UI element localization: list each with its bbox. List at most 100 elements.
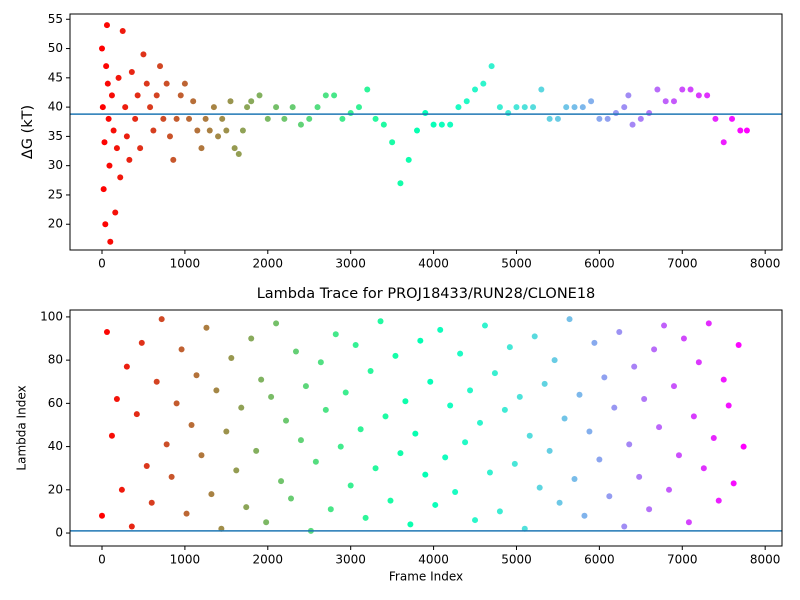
point [119,27,126,34]
y-tick-label: 0 [55,526,63,540]
point [357,426,364,433]
point [407,521,414,528]
point [208,491,215,498]
point [98,512,105,519]
point [322,92,329,99]
point [98,45,105,52]
point [611,404,618,411]
point [188,421,195,428]
point [103,63,110,70]
point [670,98,677,105]
point [447,121,454,128]
point [190,98,197,105]
point [213,387,220,394]
point [554,115,561,122]
point [215,133,222,140]
point [143,80,150,87]
point [581,512,588,519]
x-axis-label: Frame Index [389,570,463,584]
point [317,359,324,366]
point [526,432,533,439]
point [588,98,595,105]
point [157,63,164,70]
point [103,22,110,29]
x-tick-label: 5000 [501,553,532,567]
point [107,238,114,245]
point [112,209,119,216]
point [442,454,449,461]
point [292,348,299,355]
point [210,104,217,111]
point [513,104,520,111]
point [263,519,270,526]
point [392,352,399,359]
point [110,127,117,134]
point [606,493,613,500]
point [140,51,147,58]
point [312,458,319,465]
point [273,104,280,111]
point [491,370,498,377]
point [412,430,419,437]
point [695,359,702,366]
point [166,133,173,140]
point [546,115,553,122]
point [414,127,421,134]
point [364,86,371,93]
point [352,342,359,349]
point [670,383,677,390]
point [238,404,245,411]
point [273,320,280,327]
point [177,92,184,99]
point [571,104,578,111]
point [239,127,246,134]
x-tick-label: 0 [98,553,106,567]
x-tick-label: 6000 [584,553,615,567]
point [248,335,255,342]
point [137,145,144,152]
point [551,357,558,364]
point [258,376,265,383]
point [530,104,537,111]
point [198,145,205,152]
point [467,387,474,394]
point [457,350,464,357]
point [566,316,573,323]
point [654,86,661,93]
y-tick-label: 100 [40,309,63,323]
point [430,121,437,128]
point [621,104,628,111]
x-tick-label: 4000 [418,257,449,271]
point [289,104,296,111]
point [113,145,120,152]
point [123,133,130,140]
point [256,92,263,99]
point [331,92,338,99]
point [181,80,188,87]
y-axis-label: Lambda Index [15,385,29,470]
point [314,104,321,111]
point [202,115,209,122]
point [227,98,234,105]
point [100,186,107,193]
point [591,339,598,346]
point [134,92,141,99]
point [233,467,240,474]
point [104,80,111,87]
point [629,121,636,128]
point [117,174,124,181]
point [422,109,429,116]
point [735,342,742,349]
point [740,443,747,450]
point [656,424,663,431]
point [337,443,344,450]
point [126,156,133,163]
point [690,413,697,420]
point [283,417,290,424]
point [725,402,732,409]
point [637,115,644,122]
axes-frame [69,13,783,251]
point [463,98,470,105]
point [477,419,484,426]
point [631,363,638,370]
